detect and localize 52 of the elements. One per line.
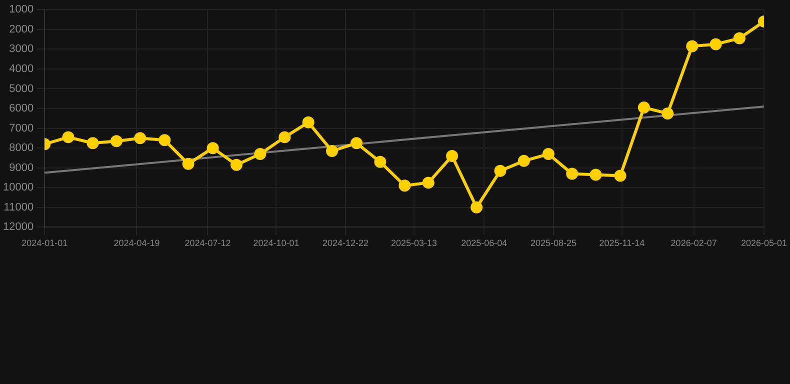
y-tick-label: 4000 [9,62,34,75]
point [733,32,746,44]
point [374,156,386,168]
point [62,131,74,144]
y-tick-label: 5000 [9,82,34,95]
point [518,154,530,167]
point [206,142,219,154]
point [542,148,554,160]
x-tick-label: 2024-01-01 [22,238,68,248]
point [278,131,291,144]
point [230,158,242,171]
y-tick-label: 8000 [9,142,34,154]
point [494,164,506,177]
point [566,168,578,180]
x-tick-label: 2024-04-19 [114,238,160,248]
x-tick-label: 2024-12-22 [322,238,369,248]
point [254,148,266,160]
y-tick-label: 11000 [4,201,34,214]
x-tick-label: 2025-08-25 [530,238,577,248]
point [422,176,434,189]
point [446,150,458,162]
y-tick-label: 10000 [2,182,34,194]
y-tick-label: 12000 [2,221,34,234]
y-tick-label: 6000 [9,102,34,115]
point [590,168,602,181]
x-tick-label: 2025-03-13 [390,238,438,248]
point [158,134,171,146]
x-tick-label: 2024-07-12 [184,238,231,248]
x-tick-label: 2024-10-01 [253,238,300,248]
x-tick-label: 2026-05-01 [740,238,788,248]
point [398,180,411,192]
point [470,201,483,214]
point [182,158,194,170]
y-tick-label: 2000 [9,23,34,36]
point [110,135,122,148]
x-tick-label: 2025-06-04 [461,238,508,248]
point [350,137,363,150]
point [134,132,146,144]
point [302,116,314,128]
point [686,40,698,52]
point [662,107,674,120]
y-tick-label: 9000 [9,162,34,174]
y-tick-label: 7000 [9,122,34,134]
point [638,102,650,114]
point [710,38,722,50]
x-tick-label: 2025-11-14 [599,238,645,248]
point [326,145,338,158]
y-tick-label: 1000 [9,4,34,16]
y-tick-label: 3000 [9,43,34,56]
point [614,170,626,182]
point [86,137,99,150]
x-tick-label: 2026-02-07 [670,238,717,248]
